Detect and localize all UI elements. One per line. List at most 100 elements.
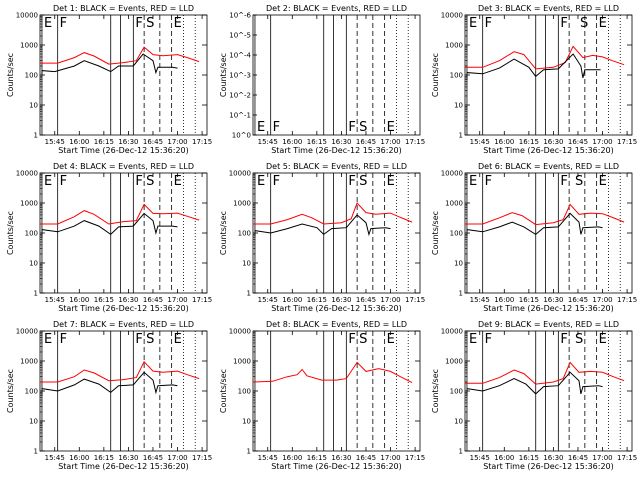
panel-title: Det 5: BLACK = Events, RED = LLD [266, 162, 407, 171]
lld-series-line [465, 45, 625, 70]
x-tick-label: 16:15 [519, 454, 539, 462]
x-tick-label: 16:15 [519, 296, 539, 304]
plot-frame [464, 172, 633, 294]
plot-frame [464, 14, 633, 136]
plot-frame [39, 14, 208, 136]
marker-label: S [146, 174, 154, 189]
lld-series-line [40, 46, 200, 65]
x-tick-label: 17:00 [167, 454, 187, 462]
events-series-line [41, 371, 178, 396]
y-tick-label: 1000 [20, 358, 38, 366]
marker-label: F [60, 174, 67, 189]
events-series-line [41, 53, 178, 75]
marker-label: S [146, 332, 154, 347]
x-tick-label: 15:45 [470, 296, 490, 304]
panel-title: Det 9: BLACK = Events, RED = LLD [478, 320, 619, 329]
x-tick-label: 16:00 [69, 296, 89, 304]
marker-label: E [387, 120, 395, 135]
y-tick-label: 1 [459, 132, 463, 140]
x-tick-label: 16:45 [356, 454, 376, 462]
y-tick-label: 1000 [445, 200, 463, 208]
x-tick-label: 15:45 [45, 296, 65, 304]
y-tick-label: 10^-5 [229, 32, 251, 40]
x-tick-label: 17:15 [617, 296, 637, 304]
x-tick-label: 16:15 [307, 138, 327, 146]
y-tick-label: 10^-1 [229, 112, 251, 120]
marker-label: E [599, 16, 607, 31]
marker-label: E [599, 174, 607, 189]
x-tick-label: 16:45 [356, 296, 376, 304]
marker-label: F [135, 332, 142, 347]
x-tick-label: 16:45 [143, 454, 163, 462]
y-tick-label: 1000 [20, 42, 38, 50]
marker-label: S [575, 174, 583, 189]
y-axis-label: Counts/sec [431, 53, 440, 97]
marker-label: F [485, 16, 492, 31]
marker-label: E [44, 16, 52, 31]
marker-label: E [44, 174, 52, 189]
lld-series-line [252, 361, 413, 384]
plot-frame [252, 330, 421, 452]
y-tick-label: 100 [25, 72, 38, 80]
lld-series-line [465, 361, 625, 385]
x-axis-label: Start Time (26-Dec-12 15:36:20) [271, 304, 402, 313]
x-tick-label: 16:00 [282, 454, 302, 462]
events-series-line [254, 214, 391, 237]
y-tick-label: 10000 [229, 170, 251, 178]
x-tick-label: 16:45 [356, 138, 376, 146]
x-axis-label: Start Time (26-Dec-12 15:36:20) [271, 146, 402, 155]
x-tick-label: 15:45 [470, 138, 490, 146]
x-tick-label: 16:45 [568, 138, 588, 146]
x-tick-label: 16:45 [143, 296, 163, 304]
y-tick-label: 10000 [441, 12, 463, 20]
lld-series-line [465, 203, 625, 226]
marker-label: E [469, 16, 477, 31]
plot-frame [39, 172, 208, 294]
panel-title: Det 2: BLACK = Events, RED = LLD [266, 4, 407, 13]
lld-series-line [40, 203, 200, 225]
x-tick-label: 17:00 [592, 454, 612, 462]
y-axis-label: Counts/sec [431, 211, 440, 255]
y-tick-label: 1000 [233, 358, 251, 366]
marker-label: E [469, 332, 477, 347]
x-tick-label: 17:00 [167, 296, 187, 304]
x-tick-label: 17:15 [192, 296, 212, 304]
x-tick-label: 15:45 [470, 454, 490, 462]
x-tick-label: 15:45 [258, 454, 278, 462]
y-tick-label: 1 [459, 448, 463, 456]
x-tick-label: 17:00 [592, 138, 612, 146]
events-series-line [41, 212, 178, 238]
y-axis-label: Counts/sec [6, 369, 15, 413]
x-tick-label: 16:15 [307, 296, 327, 304]
marker-label: F [348, 332, 355, 347]
marker-label: F [135, 174, 142, 189]
marker-label: S [580, 16, 588, 31]
y-tick-label: 10 [29, 260, 38, 268]
marker-label: E [174, 332, 182, 347]
marker-label: E [44, 332, 52, 347]
x-tick-label: 16:00 [494, 454, 514, 462]
x-tick-label: 17:15 [405, 138, 425, 146]
x-tick-label: 17:15 [617, 454, 637, 462]
marker-label: F [560, 332, 567, 347]
y-tick-label: 1 [34, 290, 38, 298]
y-tick-label: 10000 [441, 170, 463, 178]
y-tick-label: 10 [29, 102, 38, 110]
y-tick-label: 100 [238, 388, 251, 396]
marker-label: F [273, 174, 280, 189]
y-axis-label: Counts/sec [431, 369, 440, 413]
panel-title: Det 8: BLACK = Events, RED = LLD [266, 320, 407, 329]
marker-label: S [359, 332, 367, 347]
marker-label: S [146, 16, 154, 31]
y-tick-label: 10^-4 [229, 52, 251, 60]
panel-title: Det 7: BLACK = Events, RED = LLD [53, 320, 194, 329]
marker-label: S [575, 332, 583, 347]
y-tick-label: 1000 [445, 42, 463, 50]
y-tick-label: 1000 [20, 200, 38, 208]
y-tick-label: 10000 [16, 170, 38, 178]
